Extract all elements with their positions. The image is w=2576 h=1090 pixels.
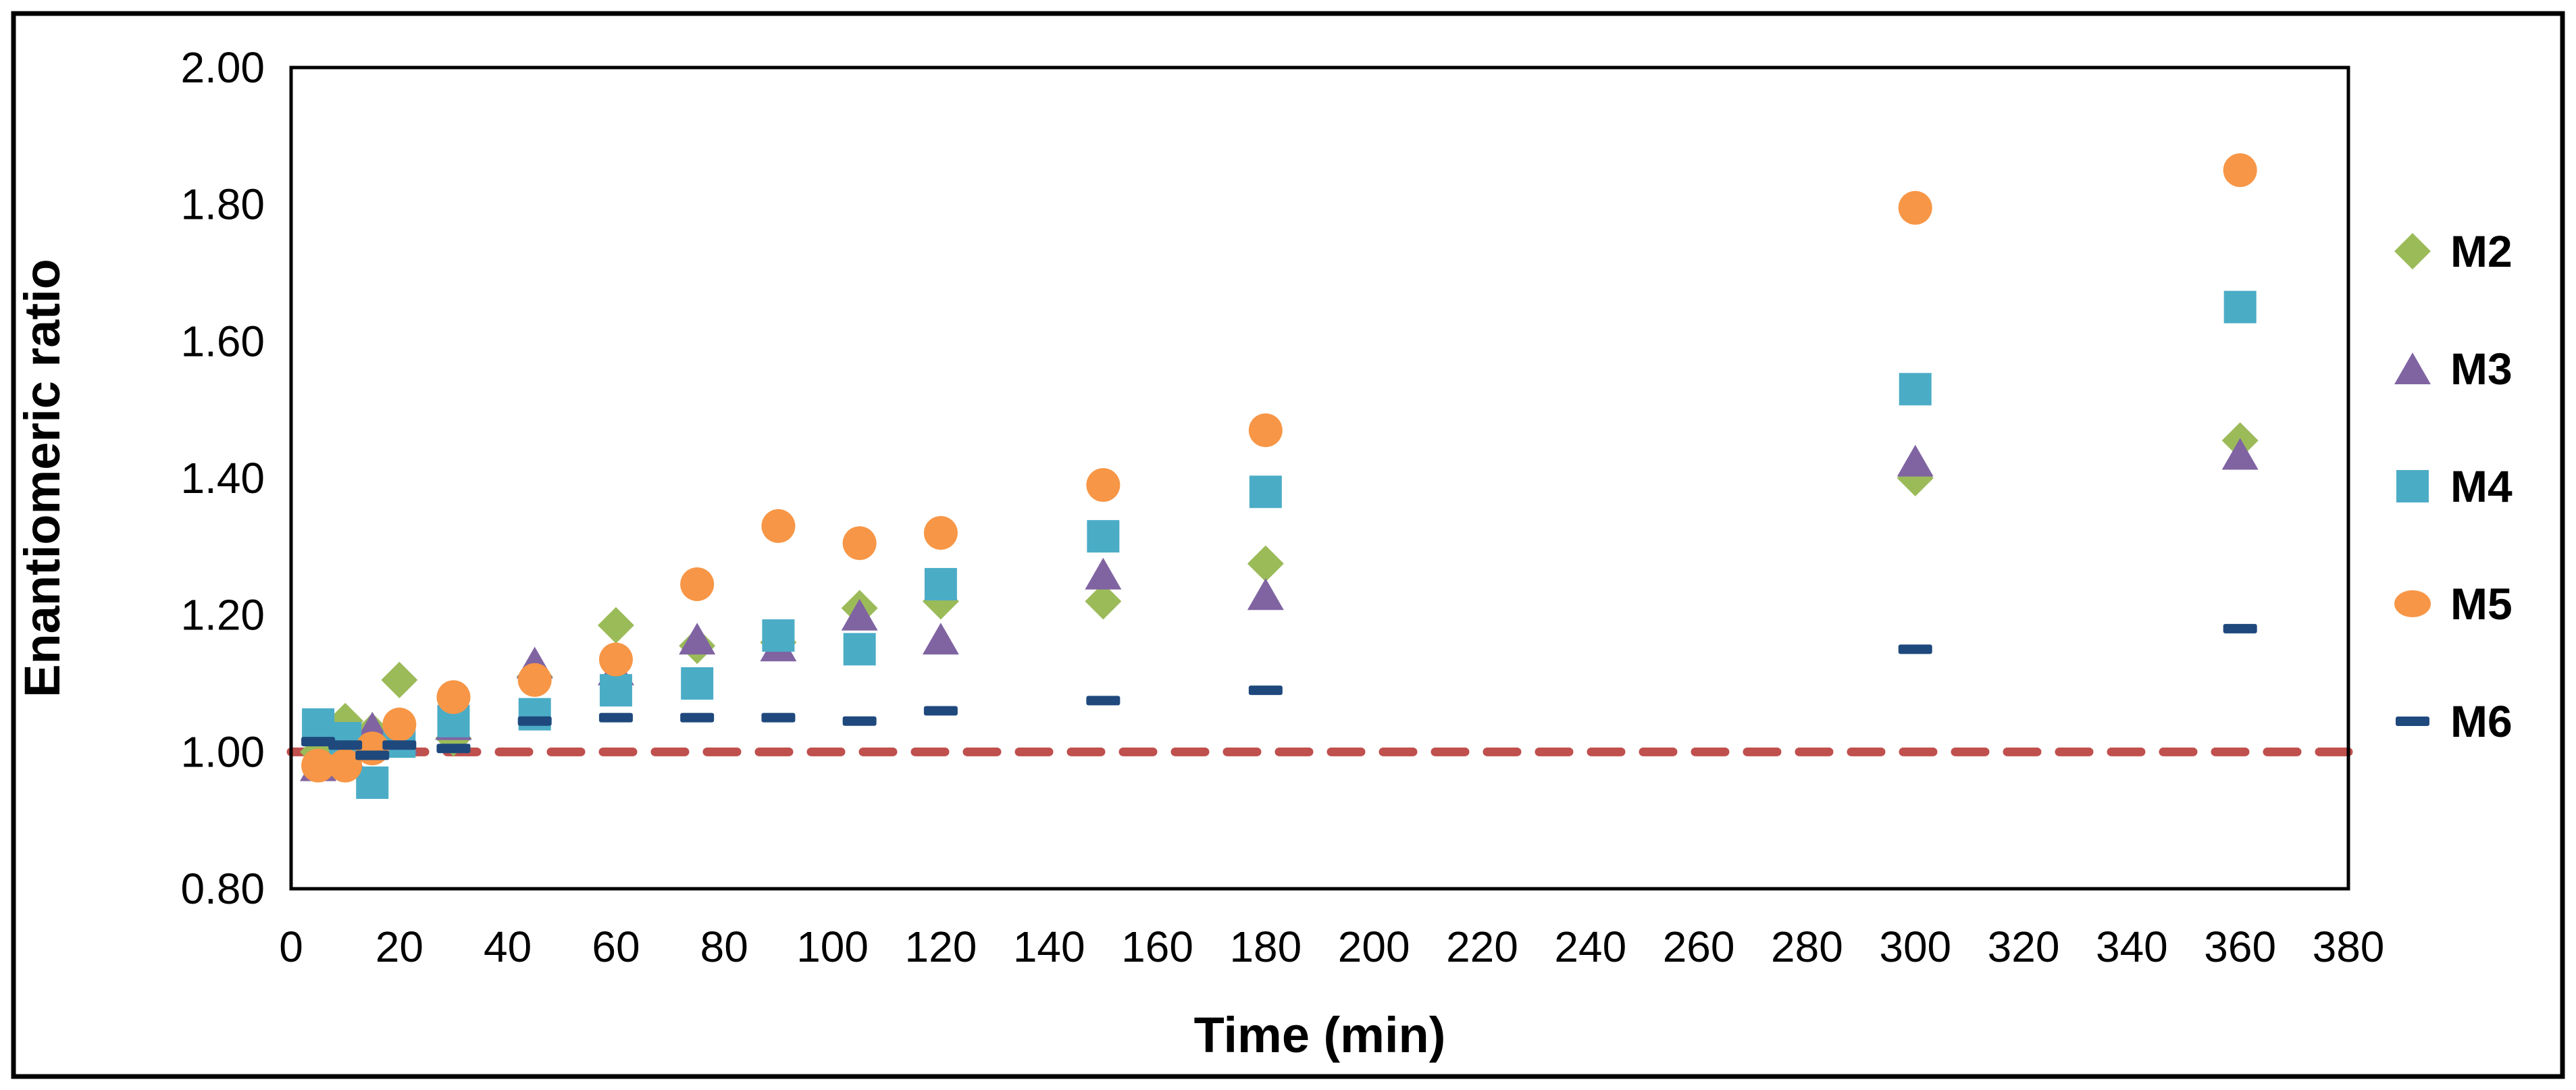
legend-marker-M5-icon [2394,590,2431,617]
x-tick-label: 380 [2313,923,2385,971]
y-tick-label: 1.80 [180,180,265,229]
x-tick-label: 180 [1229,923,1302,971]
x-tick-label: 300 [1879,923,1951,971]
x-tick-label: 0 [279,923,303,971]
data-point-M3 [922,623,959,655]
data-point-M6 [328,740,363,750]
data-point-M3 [2221,438,2259,470]
data-point-M6 [517,716,552,726]
data-point-M2 [1247,545,1284,582]
x-tick-label: 320 [1988,923,2060,971]
y-tick-label: 2.00 [180,43,265,92]
data-point-M5 [761,509,796,543]
data-point-M3 [1897,444,1934,477]
data-point-M4 [302,708,335,741]
data-point-M6 [761,712,796,723]
data-point-M5 [2223,153,2257,187]
data-point-M5 [842,526,877,561]
data-point-M5 [328,748,363,783]
data-point-M6 [355,750,390,760]
x-tick-label: 80 [700,923,748,971]
data-point-M4 [599,674,632,707]
y-tick-label: 1.20 [180,591,265,640]
data-point-M5 [1248,413,1283,448]
data-point-M2 [381,661,418,698]
data-point-M4 [924,568,957,601]
x-tick-label: 260 [1663,923,1735,971]
x-tick-label: 340 [2096,923,2168,971]
x-tick-label: 40 [484,923,532,971]
x-tick-label: 100 [796,923,869,971]
x-tick-label: 220 [1446,923,1518,971]
data-point-M6 [598,712,633,723]
data-point-M6 [436,744,471,754]
x-tick-label: 360 [2204,923,2276,971]
data-point-M4 [1899,373,1932,406]
data-point-M6 [1248,685,1283,696]
plot-border [289,66,2350,891]
y-tick-label: 0.80 [180,864,265,913]
data-point-M2 [597,606,634,644]
data-point-M3 [841,598,878,631]
x-tick-label: 240 [1554,923,1626,971]
data-point-M4 [2223,290,2257,323]
data-point-M6 [2223,623,2257,633]
data-point-M5 [923,516,958,550]
data-point-M5 [436,680,471,715]
data-point-M5 [1086,468,1120,502]
legend-marker-M2-icon [2394,233,2431,269]
y-tick-label: 1.60 [180,317,265,365]
figure-border [11,11,2565,1079]
x-tick-label: 200 [1338,923,1410,971]
data-point-M4 [356,766,389,799]
data-point-M6 [923,706,958,716]
x-tick-label: 140 [1013,923,1085,971]
legend-label-M6: M6 [2450,696,2513,746]
legend-label-M2: M2 [2450,226,2513,276]
x-tick-label: 20 [376,923,423,971]
data-point-M6 [680,712,715,723]
x-tick-label: 60 [592,923,640,971]
y-axis-title: Enantiomeric ratio [14,259,70,698]
data-point-M6 [842,716,877,726]
data-point-M4 [762,619,795,652]
data-point-M5 [517,663,552,697]
data-point-M6 [301,737,336,747]
data-point-M3 [679,623,716,655]
data-point-M4 [1249,475,1282,509]
data-point-M5 [382,707,417,742]
data-point-M5 [1898,190,1932,225]
data-point-M5 [680,567,715,602]
legend-label-M5: M5 [2450,579,2513,629]
x-tick-label: 120 [905,923,977,971]
data-point-M4 [681,667,714,700]
legend-label-M4: M4 [2450,461,2513,511]
data-point-M6 [382,740,417,750]
data-point-M3 [1085,557,1122,590]
data-point-M4 [843,633,876,666]
y-tick-label: 1.00 [180,727,265,776]
data-point-M3 [1247,578,1284,611]
data-point-M6 [1898,644,1932,654]
data-point-M5 [598,642,633,677]
data-point-M2 [1085,583,1122,620]
data-point-M5 [301,748,336,783]
legend-marker-M4-icon [2396,470,2429,502]
y-tick-label: 1.40 [180,454,265,502]
x-axis-title: Time (min) [1194,1007,1446,1063]
legend-marker-M6-icon [2396,717,2429,726]
data-point-M6 [1086,696,1120,706]
x-tick-label: 280 [1771,923,1843,971]
legend-marker-M3-icon [2394,353,2431,384]
x-tick-label: 160 [1121,923,1193,971]
data-point-M4 [1087,520,1120,553]
legend-label-M3: M3 [2450,344,2513,394]
